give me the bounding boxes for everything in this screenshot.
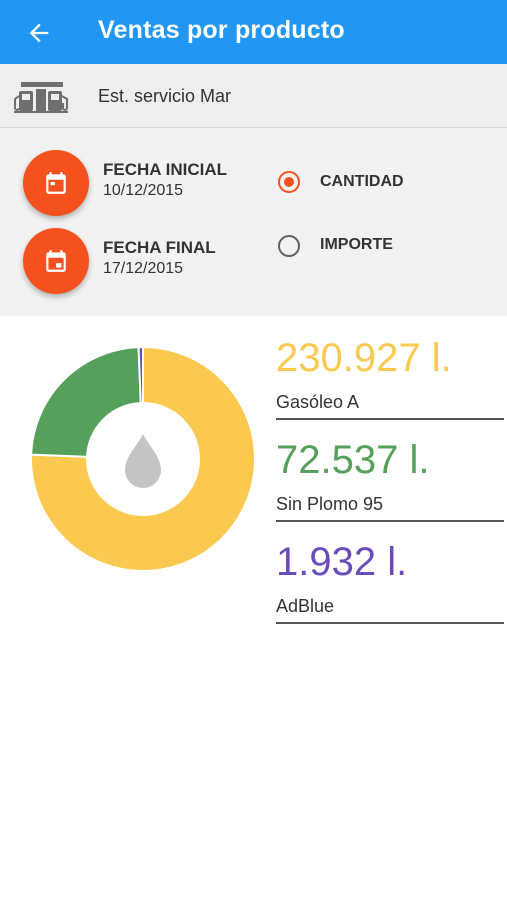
product-name: AdBlue xyxy=(276,596,335,616)
end-date-button[interactable] xyxy=(23,228,89,294)
quantity-radio-label[interactable]: CANTIDAD xyxy=(320,173,404,190)
start-date-button[interactable] xyxy=(23,150,89,216)
start-date-label: FECHA INICIAL xyxy=(103,160,228,179)
quantity-radio[interactable] xyxy=(278,171,300,193)
end-date-label: FECHA FINAL xyxy=(103,238,216,257)
divider xyxy=(276,418,504,420)
filters-panel: FECHA INICIAL 10/12/2015 FECHA FINAL 17/… xyxy=(0,128,507,316)
end-date-value[interactable]: 17/12/2015 xyxy=(103,260,184,277)
divider xyxy=(276,520,504,522)
product-name: Sin Plomo 95 xyxy=(276,494,384,514)
product-amount: 1.932 l. xyxy=(276,540,408,584)
product-entry-sin-plomo: 72.537 l. Sin Plomo 95 xyxy=(276,438,504,522)
sales-donut-chart xyxy=(30,346,256,572)
start-date-value[interactable]: 10/12/2015 xyxy=(103,182,184,199)
product-amount: 72.537 l. xyxy=(276,438,430,482)
fuel-drop-icon xyxy=(125,434,161,488)
station-selector[interactable]: Est. servicio Mar xyxy=(0,64,507,128)
app-bar: Ventas por producto xyxy=(0,0,507,64)
calendar-icon xyxy=(46,172,66,194)
amount-radio[interactable] xyxy=(278,235,300,257)
calendar-icon xyxy=(46,250,66,272)
product-name: Gasóleo A xyxy=(276,392,360,412)
back-button[interactable] xyxy=(22,16,56,50)
product-amount: 230.927 l. xyxy=(276,336,452,380)
fuel-station-icon xyxy=(14,82,68,113)
station-name: Est. servicio Mar xyxy=(98,86,232,106)
page-title: Ventas por producto xyxy=(98,16,345,44)
product-entry-adblue: 1.932 l. AdBlue xyxy=(276,540,504,624)
divider xyxy=(276,622,504,624)
product-entry-gasoleo: 230.927 l. Gasóleo A xyxy=(276,336,504,420)
amount-radio-label[interactable]: IMPORTE xyxy=(320,236,393,253)
arrow-left-icon xyxy=(29,23,49,43)
